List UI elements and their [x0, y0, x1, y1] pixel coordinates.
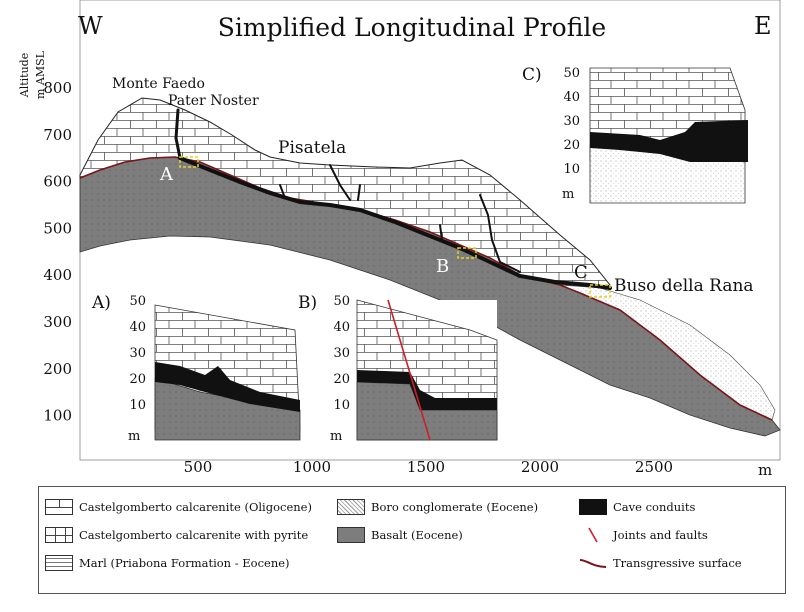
legend-label-calcarenite-pyrite: Castelgomberto calcarenite with pyrite — [79, 528, 309, 542]
y-tick-label: 200 — [43, 360, 72, 378]
legend-label-cave: Cave conduits — [613, 500, 696, 514]
inset-b-tick: 40 — [333, 320, 350, 335]
label-monte-faedo: Monte Faedo — [112, 76, 205, 92]
legend-item-basalt: Basalt (Eocene) — [337, 527, 463, 543]
legend-swatch-boro — [337, 499, 365, 515]
legend-swatch-calcarenite — [45, 499, 73, 515]
y-axis-label-1: Altitude — [18, 53, 31, 98]
y-tick-label: 100 — [43, 407, 72, 425]
inset-b-label: B) — [298, 293, 317, 313]
marker-b: B — [436, 256, 449, 277]
legend-item-marl: Marl (Priabona Formation - Eocene) — [45, 555, 290, 571]
inset-a — [154, 300, 301, 441]
legend-item-calcarenite: Castelgomberto calcarenite (Oligocene) — [45, 499, 312, 515]
marker-c: C — [574, 262, 588, 283]
legend-swatch-transgressive — [579, 559, 607, 568]
inset-c-tick: 10 — [563, 162, 580, 177]
legend: Castelgomberto calcarenite (Oligocene) C… — [38, 486, 786, 594]
legend-swatch-calcarenite-pyrite — [45, 527, 73, 543]
inset-c-label: C) — [522, 65, 542, 85]
inset-b-tick: 30 — [333, 346, 350, 361]
x-tick-label: 2500 — [635, 458, 673, 476]
y-axis-label-2: m AMSL — [34, 50, 47, 99]
y-tick-label: 400 — [43, 266, 72, 284]
x-tick-label: 1000 — [293, 458, 331, 476]
main-profile — [79, 97, 781, 437]
legend-item-joints: Joints and faults — [579, 527, 708, 543]
inset-a-tick: 10 — [129, 398, 146, 413]
marker-box-a — [179, 156, 199, 168]
marker-box-b — [457, 247, 477, 259]
legend-swatch-joints — [588, 527, 598, 543]
legend-label-joints: Joints and faults — [613, 528, 708, 542]
inset-c-unit: m — [562, 187, 574, 202]
legend-item-cave: Cave conduits — [579, 499, 695, 515]
label-pisatela: Pisatela — [278, 138, 346, 158]
inset-a-tick: 30 — [129, 346, 146, 361]
y-tick-label: 800 — [43, 79, 72, 97]
x-tick-label: 2000 — [521, 458, 559, 476]
legend-swatch-basalt — [337, 527, 365, 543]
label-buso-della-rana: Buso della Rana — [614, 276, 754, 296]
inset-b — [356, 299, 498, 441]
inset-b-unit: m — [330, 429, 342, 444]
legend-item-calcarenite-pyrite: Castelgomberto calcarenite with pyrite — [45, 527, 308, 543]
legend-label-basalt: Basalt (Eocene) — [371, 528, 463, 542]
inset-c — [589, 67, 748, 204]
y-axis-ticks: 800 700 600 500 400 300 200 100 — [43, 79, 72, 425]
inset-a-tick: 20 — [129, 372, 146, 387]
inset-b-tick: 20 — [333, 372, 350, 387]
inset-c-tick: 20 — [563, 138, 580, 153]
x-tick-label: 1500 — [407, 458, 445, 476]
inset-b-tick: 10 — [333, 398, 350, 413]
figure-title: Simplified Longitudinal Profile — [218, 13, 606, 42]
inset-b-tick: 50 — [333, 294, 350, 309]
y-tick-label: 600 — [43, 173, 72, 191]
legend-label-marl: Marl (Priabona Formation - Eocene) — [79, 556, 290, 570]
legend-swatch-marl — [45, 555, 73, 571]
legend-item-boro: Boro conglomerate (Eocene) — [337, 499, 538, 515]
x-axis-unit: m — [758, 461, 772, 479]
inset-c-tick: 40 — [563, 90, 580, 105]
x-axis-ticks: 500 1000 1500 2000 2500 — [184, 458, 673, 476]
inset-a-label: A) — [91, 293, 111, 313]
label-pater-noster: Pater Noster — [168, 93, 259, 109]
legend-label-calcarenite: Castelgomberto calcarenite (Oligocene) — [79, 500, 312, 514]
inset-c-tick: 30 — [563, 114, 580, 129]
direction-west: W — [78, 12, 103, 40]
inset-a-tick: 40 — [129, 320, 146, 335]
cave-conduits — [174, 108, 612, 290]
legend-label-boro: Boro conglomerate (Eocene) — [371, 500, 539, 514]
y-tick-label: 700 — [43, 126, 72, 144]
marker-box-c — [589, 284, 611, 298]
inset-a-unit: m — [128, 429, 140, 444]
marker-a: A — [159, 164, 174, 185]
legend-swatch-cave — [579, 499, 607, 515]
y-tick-label: 300 — [43, 313, 72, 331]
inset-a-tick: 50 — [129, 294, 146, 309]
inset-c-tick: 50 — [563, 66, 580, 81]
inset-ticks: 50 40 30 20 10 50 40 30 20 10 50 40 30 20 10 — [129, 66, 580, 413]
legend-item-transgressive: Transgressive surface — [579, 555, 742, 571]
legend-label-transgressive: Transgressive surface — [613, 556, 742, 570]
x-tick-label: 500 — [184, 458, 213, 476]
direction-east: E — [754, 12, 772, 40]
y-tick-label: 500 — [43, 219, 72, 237]
